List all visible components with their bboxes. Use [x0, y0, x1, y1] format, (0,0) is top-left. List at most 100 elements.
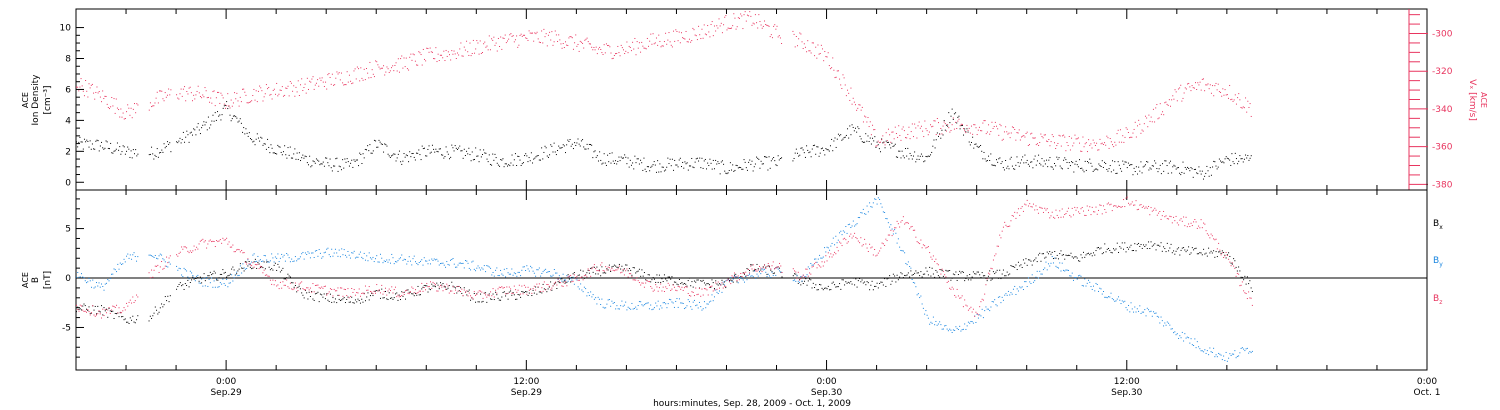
data-point-vx	[1149, 120, 1151, 122]
data-point-vx	[1201, 78, 1203, 80]
data-point-density	[355, 159, 357, 161]
data-point-bz	[164, 265, 166, 267]
data-point-bx	[653, 278, 655, 280]
data-point-density	[645, 171, 647, 173]
data-point-density	[193, 128, 195, 130]
data-point-by	[651, 309, 653, 311]
data-point-vx	[1088, 139, 1090, 141]
data-point-density	[924, 160, 926, 162]
data-point-vx	[819, 52, 821, 54]
data-point-by	[794, 279, 796, 281]
data-point-vx	[988, 124, 990, 126]
data-point-bx	[700, 280, 702, 282]
data-point-bz	[457, 290, 459, 292]
data-point-vx	[685, 30, 687, 32]
data-point-density	[1034, 155, 1036, 157]
data-point-vx	[648, 45, 650, 47]
data-point-density	[159, 152, 161, 154]
data-point-vx	[594, 49, 596, 51]
data-point-density	[128, 148, 130, 150]
data-point-bx	[865, 284, 867, 286]
data-point-bx	[567, 274, 569, 276]
data-point-density	[1140, 161, 1142, 163]
data-point-bx	[262, 267, 264, 269]
data-point-bx	[179, 282, 181, 284]
data-point-bx	[740, 276, 742, 278]
data-point-density	[334, 165, 336, 167]
data-point-bz	[1111, 210, 1113, 212]
data-point-density	[423, 147, 425, 149]
data-point-bz	[722, 287, 724, 289]
data-point-by	[473, 268, 475, 270]
data-point-bx	[1042, 253, 1044, 255]
data-point-bx	[1054, 251, 1056, 253]
data-point-by	[701, 309, 703, 311]
data-point-density	[818, 155, 820, 157]
data-point-bz	[206, 247, 208, 249]
data-point-bx	[468, 289, 470, 291]
data-point-bz	[660, 283, 662, 285]
data-point-vx	[295, 86, 297, 88]
data-point-vx	[889, 134, 891, 136]
data-point-bx	[1133, 250, 1135, 252]
data-point-bz	[976, 313, 978, 315]
data-point-bz	[1193, 221, 1195, 223]
data-point-vx	[543, 28, 545, 30]
data-point-density	[154, 154, 156, 156]
data-point-bx	[527, 294, 529, 296]
data-point-density	[340, 169, 342, 171]
data-point-bx	[203, 273, 205, 275]
data-point-by	[286, 252, 288, 254]
data-point-by	[759, 270, 761, 272]
data-point-bx	[572, 273, 574, 275]
data-point-vx	[422, 48, 424, 50]
data-point-density	[1233, 163, 1235, 165]
data-point-bx	[239, 263, 241, 265]
data-point-by	[536, 269, 538, 271]
data-point-bx	[293, 286, 295, 288]
data-point-vx	[119, 116, 121, 118]
data-point-vx	[470, 55, 472, 57]
data-point-bz	[321, 286, 323, 288]
data-point-density	[868, 141, 870, 143]
data-point-by	[505, 276, 507, 278]
data-point-density	[593, 151, 595, 153]
data-point-by	[1148, 309, 1150, 311]
data-point-density	[213, 120, 215, 122]
data-point-by	[860, 212, 862, 214]
data-point-vx	[931, 126, 933, 128]
data-point-bx	[394, 293, 396, 295]
data-point-bx	[1191, 247, 1193, 249]
data-point-bz	[850, 233, 852, 235]
data-point-bz	[752, 264, 754, 266]
data-point-vx	[605, 43, 607, 45]
data-point-bx	[578, 274, 580, 276]
data-point-density	[309, 155, 311, 157]
data-point-by	[530, 265, 532, 267]
data-point-vx	[970, 125, 972, 127]
data-point-bz	[268, 275, 270, 277]
data-point-bx	[974, 273, 976, 275]
data-point-density	[502, 158, 504, 160]
data-point-bx	[1223, 252, 1225, 254]
data-point-by	[481, 267, 483, 269]
data-point-vx	[491, 38, 493, 40]
data-point-by	[1128, 304, 1130, 306]
data-point-bz	[1248, 291, 1250, 293]
data-point-density	[1041, 158, 1043, 160]
data-point-by	[1154, 312, 1156, 314]
data-point-vx	[148, 109, 150, 111]
data-point-vx	[1239, 99, 1241, 101]
data-point-bx	[770, 269, 772, 271]
data-point-bz	[512, 293, 514, 295]
data-point-by	[249, 263, 251, 265]
data-point-vx	[804, 46, 806, 48]
data-point-vx	[493, 36, 495, 38]
data-point-by	[931, 322, 933, 324]
data-point-bx	[521, 291, 523, 293]
data-point-bz	[436, 290, 438, 292]
data-point-by	[1244, 350, 1246, 352]
data-point-density	[1050, 166, 1052, 168]
data-point-density	[742, 168, 744, 170]
data-point-density	[1108, 168, 1110, 170]
